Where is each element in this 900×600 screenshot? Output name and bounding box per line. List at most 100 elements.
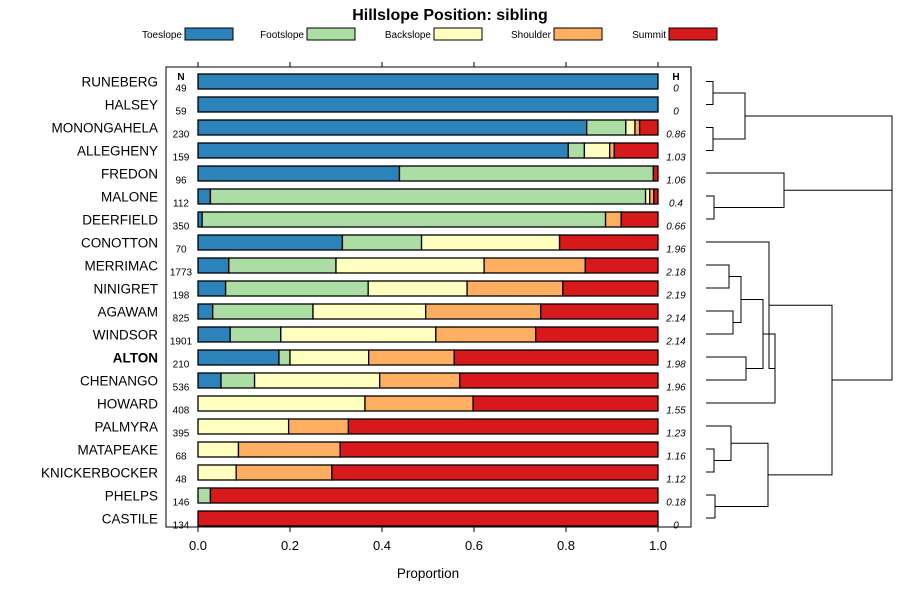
dendrogram-branch [741,299,764,369]
x-axis: 0.0 0.2 0.4 0.6 0.8 1.0 [189,62,667,553]
row-label: PHELPS [105,489,158,504]
bar-segment [613,142,659,159]
bar-segment [583,142,611,159]
h-value: 1.03 [666,153,686,164]
dendrogram-branch [713,92,746,140]
bar-segment [197,73,659,90]
n-value: 134 [173,521,190,532]
bar-segment [398,165,655,182]
bar-segment [197,280,227,297]
bar-segment [201,211,607,228]
bar-segment [586,119,627,136]
bar-segment [483,257,586,274]
x-tick-label: 0.0 [189,538,207,553]
legend-label: Summit [632,30,666,41]
bar-segment [287,418,350,435]
dendrogram-branch [706,494,716,519]
bar-segment [197,234,344,251]
n-value: 49 [175,84,187,95]
row-label: CASTILE [102,512,158,527]
bar-segment [197,326,231,343]
n-value: 1901 [170,337,193,348]
legend-swatch [433,27,483,41]
bar-segment [364,395,474,412]
bar-segment [197,418,290,435]
x-tick-label: 0.2 [281,538,299,553]
bar-segment [339,441,659,458]
legend-swatch [184,27,234,41]
n-value: 408 [173,406,190,417]
dendrogram-branch [768,304,833,476]
bar-segment [289,349,370,366]
bar-segment [347,418,659,435]
dendrogram-branch [706,333,776,404]
bar-segment [229,326,282,343]
dendrogram-branch [832,190,893,381]
bar-segment [567,142,586,159]
bar-segment [197,510,659,527]
bar-segment [197,303,214,320]
plot-panel [165,66,692,528]
bar-segment [638,119,659,136]
dendrogram-branch [706,425,732,461]
n-value: 350 [173,222,190,233]
row-label: PALMYRA [94,420,158,435]
bar-segment [197,441,240,458]
n-value: 825 [173,314,190,325]
bar-segment [235,464,333,481]
legend-swatch [306,27,356,41]
row-label: FREDON [101,167,158,182]
h-value: 0.18 [666,498,686,509]
h-value: 1.96 [666,245,686,256]
bar-segment [197,349,280,366]
bar-segment [335,257,485,274]
bar-segment [540,303,659,320]
bar-segment [435,326,537,343]
bar-segment [209,487,659,504]
bar-segment [280,326,437,343]
dendrogram-branch [706,356,747,381]
h-value: 2.14 [665,314,686,325]
h-value: 0 [673,107,679,118]
row-label: MONONGAHELA [51,121,158,136]
bar-segment [253,372,381,389]
bar-segment [472,395,659,412]
bar-segment [368,349,455,366]
dendrogram-branch [706,448,715,473]
dendrogram-branch [706,81,714,105]
h-value: 1.55 [666,406,686,417]
bar-segment [237,441,341,458]
bar-segment [331,464,659,481]
bar-segment [312,303,427,320]
bar-segment [459,372,659,389]
row-label: MATAPEAKE [77,443,158,458]
row-label: HOWARD [97,397,158,412]
dendrogram-branch [745,115,893,191]
row-label: ALTON [113,351,158,366]
legend: Toeslope Footslope Backslope Shoulder Summit [142,27,718,41]
bar-segment [379,372,461,389]
bar-segment [197,119,588,136]
h-value: 1.16 [666,452,686,463]
h-value: 0.66 [666,222,686,233]
bar-segment [341,234,423,251]
x-tick-label: 0.8 [557,538,575,553]
row-label: MERRIMAC [85,259,159,274]
h-value: 2.14 [665,337,686,348]
legend-swatch [553,27,603,41]
bar-segment [584,257,659,274]
bar-segment [558,234,659,251]
chart-title: Hillslope Position: sibling [352,7,548,24]
bar-segment [620,211,659,228]
bar-segment [609,142,615,159]
bar-segment [652,165,659,182]
x-tick-label: 1.0 [649,538,667,553]
legend-label: Footslope [260,30,304,41]
bar-segment [197,188,212,205]
h-value: 1.23 [666,429,686,440]
bar-segment [224,280,369,297]
bar-segment [197,165,401,182]
bar-segment [197,464,237,481]
bar-segment [197,257,230,274]
